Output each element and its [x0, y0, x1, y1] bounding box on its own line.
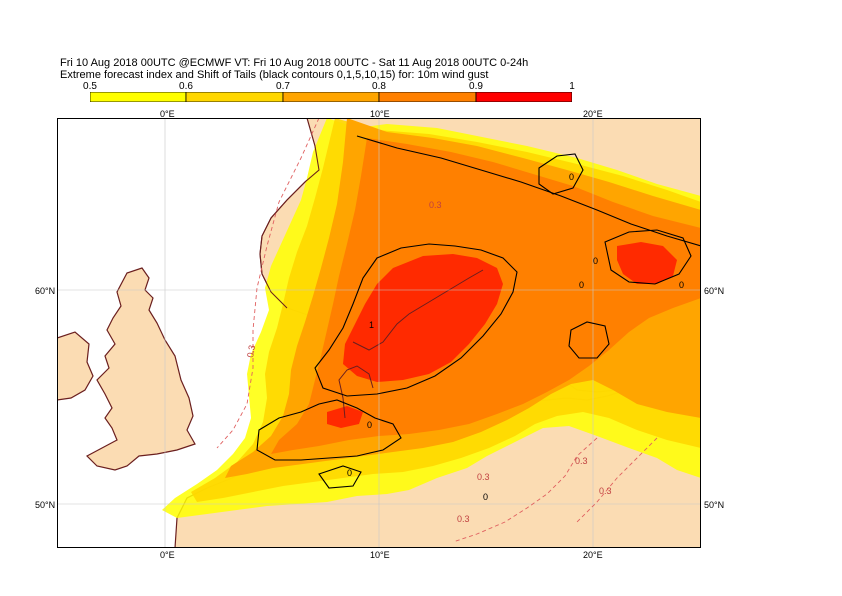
sot-label-0-g: 0 — [483, 492, 488, 502]
lat-label-left-60: 60°N — [35, 286, 56, 296]
great-britain-land — [86, 267, 196, 471]
efi-shading — [162, 118, 701, 518]
lon-label-top-10: 10°E — [370, 109, 390, 119]
efi-band-0.9-finland — [617, 242, 677, 284]
lon-label-bottom-20: 20°E — [583, 550, 603, 560]
efi-dashed-label-1: 0.3 — [245, 344, 257, 358]
sot-label-1: 1 — [369, 320, 374, 330]
lon-label-top-20: 20°E — [583, 109, 603, 119]
sot-label-0-e: 0 — [579, 280, 584, 290]
colorbar-label-3: 0.8 — [372, 81, 386, 92]
colorbar-swatch-2 — [185, 92, 284, 102]
lat-label-right-50: 50°N — [704, 500, 725, 510]
colorbar-swatch-5 — [475, 92, 572, 102]
sot-label-0-a: 0 — [569, 172, 574, 182]
colorbar-swatch-3 — [282, 92, 380, 102]
sot-contours — [256, 135, 701, 489]
lon-label-top-0: 0°E — [160, 109, 175, 119]
ireland-land — [57, 331, 94, 401]
sot-label-0-b: 0 — [367, 420, 372, 430]
efi-dashed-label-2: 0.3 — [477, 472, 490, 482]
map-title-line2: Extreme forecast index and Shift of Tail… — [60, 69, 489, 81]
contour-labels: 0 1 0 0 0 0 0 0 0.3 0.3 0.3 0.3 0.3 0.3 — [245, 172, 684, 524]
lat-label-left-50: 50°N — [35, 500, 56, 510]
colorbar-label-2: 0.7 — [276, 81, 290, 92]
efi-dashed-label-4: 0.3 — [599, 486, 612, 496]
efi-dashed-contour — [216, 118, 658, 543]
graticule — [57, 118, 701, 548]
colorbar-label-4: 0.9 — [469, 81, 483, 92]
colorbar-swatches — [90, 92, 572, 102]
lat-label-right-60: 60°N — [704, 286, 725, 296]
efi-dashed-label-0: 0.3 — [429, 200, 442, 210]
colorbar-swatch-1 — [90, 92, 187, 102]
sot-label-0-f: 0 — [679, 280, 684, 290]
efi-map: 0 1 0 0 0 0 0 0 0.3 0.3 0.3 0.3 0.3 0.3 — [57, 118, 701, 548]
colorbar-label-1: 0.6 — [179, 81, 193, 92]
lon-label-bottom-10: 10°E — [370, 550, 390, 560]
lon-label-bottom-0: 0°E — [160, 550, 175, 560]
colorbar-label-5: 1 — [569, 81, 575, 92]
efi-band-0.9 — [343, 254, 503, 382]
efi-dashed-label-3: 0.3 — [575, 456, 588, 466]
colorbar-label-0: 0.5 — [83, 81, 97, 92]
efi-dashed-label-5: 0.3 — [457, 514, 470, 524]
coastline-overlay — [259, 145, 484, 419]
map-frame — [57, 118, 701, 548]
colorbar-swatch-4 — [378, 92, 477, 102]
map-title-line1: Fri 10 Aug 2018 00UTC @ECMWF VT: Fri 10 … — [60, 57, 529, 69]
sot-label-0-c: 0 — [347, 468, 352, 478]
sot-label-0-d: 0 — [593, 256, 598, 266]
